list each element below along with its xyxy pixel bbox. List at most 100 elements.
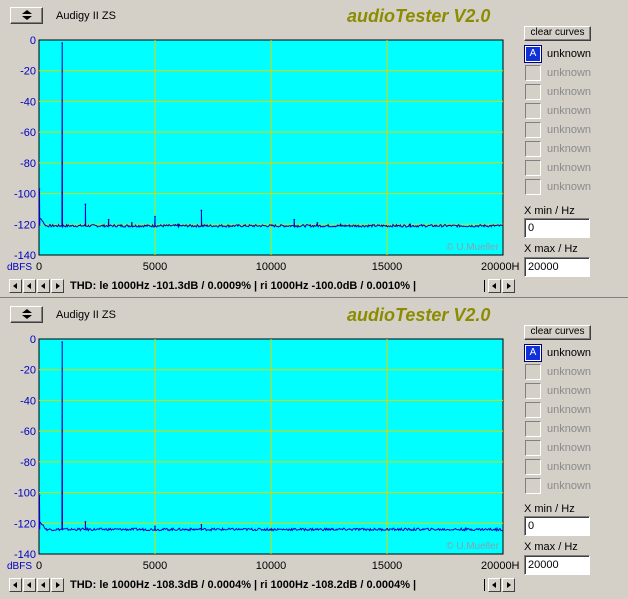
x-tick-label: 15000 <box>372 560 403 572</box>
thd-scroll-left-button[interactable] <box>488 279 501 293</box>
curve-item[interactable]: unknown <box>525 440 625 457</box>
y-tick-label: 0 <box>30 35 36 47</box>
curve-label: unknown <box>547 181 592 193</box>
curve-checkbox[interactable] <box>525 65 541 81</box>
x-min-input[interactable]: 0 <box>524 218 590 238</box>
copyright-watermark: © U.Mueller <box>446 541 500 552</box>
scroll-next-button[interactable] <box>51 279 64 293</box>
scroll-prev-button[interactable] <box>23 279 36 293</box>
spectrum-peak-point <box>61 42 63 44</box>
curve-item[interactable]: unknown <box>525 122 625 139</box>
curve-item[interactable]: unknown <box>525 84 625 101</box>
curve-label: unknown <box>547 143 592 155</box>
y-tick-label: -20 <box>20 365 36 377</box>
curve-label: unknown <box>547 86 592 98</box>
scroll-next-button[interactable] <box>51 578 64 592</box>
x-tick-label: 5000 <box>143 261 167 273</box>
spectrum-peak-point <box>200 524 203 526</box>
spectrum-peak-point <box>38 188 41 190</box>
arrow-left-icon <box>492 283 496 289</box>
spectrum-peak-point <box>154 215 156 218</box>
readout-divider <box>484 280 485 292</box>
curve-checkbox[interactable] <box>525 160 541 176</box>
x-tick-label: 15000 <box>372 261 403 273</box>
spectrum-chart: 0 -20 -40 -60 -80 -100 -120 -140 dBFS 0 5000 10000 1… <box>0 28 520 278</box>
device-select-spinner[interactable] <box>10 7 43 24</box>
curve-item[interactable]: unknown <box>525 141 625 158</box>
curve-item[interactable]: unknown <box>525 478 625 495</box>
curve-checkbox[interactable] <box>525 122 541 138</box>
curve-checkbox[interactable] <box>525 364 541 380</box>
spectrum-peak-point <box>61 341 63 343</box>
arrow-right-icon <box>56 283 60 289</box>
curve-label: unknown <box>547 366 592 378</box>
curve-item[interactable]: unknown <box>525 364 625 381</box>
y-tick-label: -40 <box>20 96 36 108</box>
x-tick-label: 10000 <box>256 261 287 273</box>
curve-item[interactable]: unknown <box>525 65 625 82</box>
readout-divider <box>484 579 485 591</box>
curve-item[interactable]: unknown <box>525 103 625 120</box>
curve-item[interactable]: unknown <box>525 421 625 438</box>
scroll-prev-button-2[interactable] <box>37 279 50 293</box>
curve-item[interactable]: unknown <box>525 402 625 419</box>
y-tick-label: -80 <box>20 457 36 469</box>
curve-checkbox[interactable]: A <box>524 45 542 63</box>
x-max-input[interactable]: 20000 <box>524 555 590 575</box>
curve-checkbox[interactable]: A <box>524 344 542 362</box>
curve-checkbox[interactable] <box>525 84 541 100</box>
thd-scroll-left-button[interactable] <box>488 578 501 592</box>
curve-label: unknown <box>547 385 592 397</box>
x-max-label: X max / Hz <box>524 243 578 255</box>
analyzer-panel-1: Audigy II ZS audioTester V2.0 clear curv… <box>0 0 628 298</box>
scroll-prev-button-2[interactable] <box>37 578 50 592</box>
y-tick-label: -20 <box>20 66 36 78</box>
curve-checkbox[interactable] <box>525 103 541 119</box>
copyright-watermark: © U.Mueller <box>446 242 500 253</box>
arrow-up-icon[interactable] <box>22 309 32 313</box>
scroll-prev-button[interactable] <box>23 578 36 592</box>
x-tick-label: 20000Hz <box>481 560 520 572</box>
arrow-down-icon[interactable] <box>22 16 32 20</box>
curve-checkbox[interactable] <box>525 402 541 418</box>
thd-scroll-right-button[interactable] <box>502 578 515 592</box>
curve-checkbox[interactable] <box>525 421 541 437</box>
curve-checkbox[interactable] <box>525 459 541 475</box>
scroll-first-button[interactable] <box>9 578 22 592</box>
curve-checkbox[interactable] <box>525 383 541 399</box>
curve-checkbox[interactable] <box>525 478 541 494</box>
arrow-down-icon[interactable] <box>22 315 32 319</box>
arrow-right-icon <box>56 582 60 588</box>
scroll-first-button[interactable] <box>9 279 22 293</box>
device-name: Audigy II ZS <box>56 309 116 321</box>
x-min-input[interactable]: 0 <box>524 516 590 536</box>
x-max-input[interactable]: 20000 <box>524 257 590 277</box>
device-select-spinner[interactable] <box>10 306 43 323</box>
x-tick-label: 20000Hz <box>481 261 520 273</box>
clear-curves-button[interactable]: clear curves <box>524 325 591 340</box>
spectrum-peak-point <box>293 218 296 221</box>
curve-item[interactable]: unknown <box>525 179 625 196</box>
curve-item[interactable]: unknown <box>525 383 625 400</box>
curve-item[interactable]: unknown <box>525 459 625 476</box>
arrow-right-icon <box>507 582 511 588</box>
curve-checkbox[interactable] <box>525 440 541 456</box>
curve-label: unknown <box>547 48 592 60</box>
curve-item[interactable]: unknown <box>525 160 625 177</box>
spectrum-peak-point <box>154 525 156 528</box>
curve-checkbox[interactable] <box>525 179 541 195</box>
curve-checkbox[interactable] <box>525 141 541 157</box>
analyzer-panel-2: Audigy II ZS audioTester V2.0 clear curv… <box>0 299 628 597</box>
x-min-label: X min / Hz <box>524 205 575 217</box>
spectrum-trace <box>38 43 504 229</box>
clear-curves-button[interactable]: clear curves <box>524 26 591 41</box>
y-tick-label: -140 <box>14 250 36 262</box>
spectrum-peak-point <box>409 223 412 226</box>
thd-scroll-right-button[interactable] <box>502 279 515 293</box>
arrow-left-icon <box>13 582 17 588</box>
curve-label: unknown <box>547 124 592 136</box>
arrow-up-icon[interactable] <box>22 10 32 14</box>
